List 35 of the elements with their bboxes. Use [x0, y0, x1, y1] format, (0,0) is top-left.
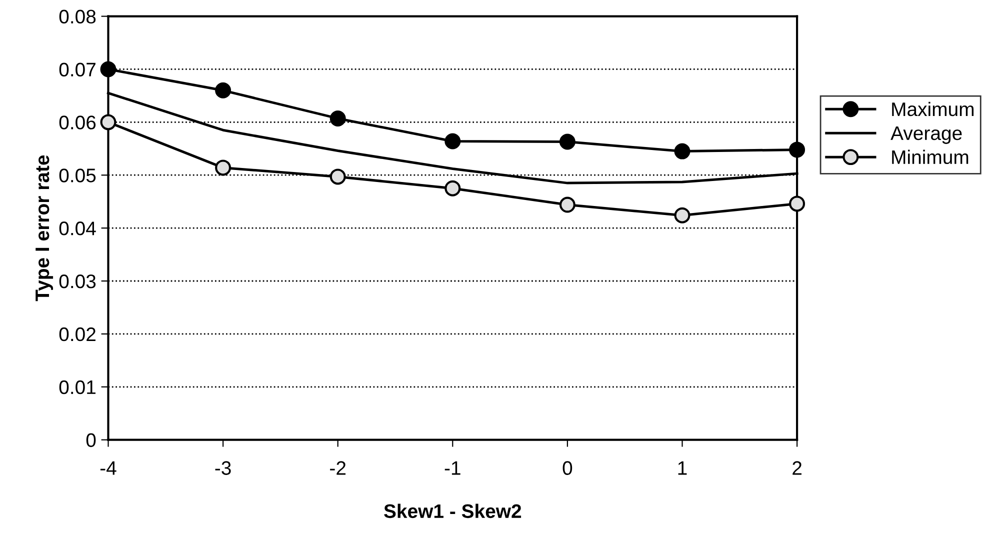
point — [559, 134, 576, 150]
legend-label: Maximum — [892, 102, 974, 116]
x-tick-label: 0 — [562, 461, 572, 475]
x-tick-label: 2 — [792, 461, 802, 475]
point — [330, 168, 346, 185]
legend-label: Average — [890, 126, 962, 144]
x-axis-title: Skew1 - Skew2 — [384, 504, 522, 518]
y-tick-label: 0.02 — [59, 327, 96, 342]
point — [100, 114, 116, 130]
point — [215, 160, 232, 176]
x-tick-label: 1 — [678, 461, 687, 475]
y-tick-label: 0.08 — [59, 10, 96, 24]
y-tick-label: 0.04 — [59, 222, 96, 236]
y-tick-label: 0 — [86, 433, 96, 448]
point — [100, 61, 116, 78]
point — [674, 143, 690, 160]
x-tick-label: -3 — [215, 461, 231, 475]
point — [215, 82, 232, 98]
x-tick-label: -2 — [330, 461, 346, 475]
y-axis-title: Type I error rate — [36, 155, 54, 302]
point — [444, 180, 461, 196]
point — [674, 207, 690, 224]
x-tick-label: -1 — [444, 461, 460, 475]
point — [444, 133, 461, 150]
point — [789, 196, 806, 212]
legend-label: Minimum — [892, 150, 968, 164]
point — [330, 110, 346, 126]
y-tick-label: 0.01 — [59, 380, 96, 394]
y-tick-label: 0.03 — [59, 274, 96, 288]
point — [559, 196, 576, 213]
x-tick-label: -4 — [100, 461, 116, 475]
point — [789, 142, 806, 158]
y-tick-label: 0.05 — [59, 168, 96, 182]
y-tick-label: 0.07 — [59, 62, 96, 76]
y-tick-label: 0.06 — [59, 116, 96, 130]
